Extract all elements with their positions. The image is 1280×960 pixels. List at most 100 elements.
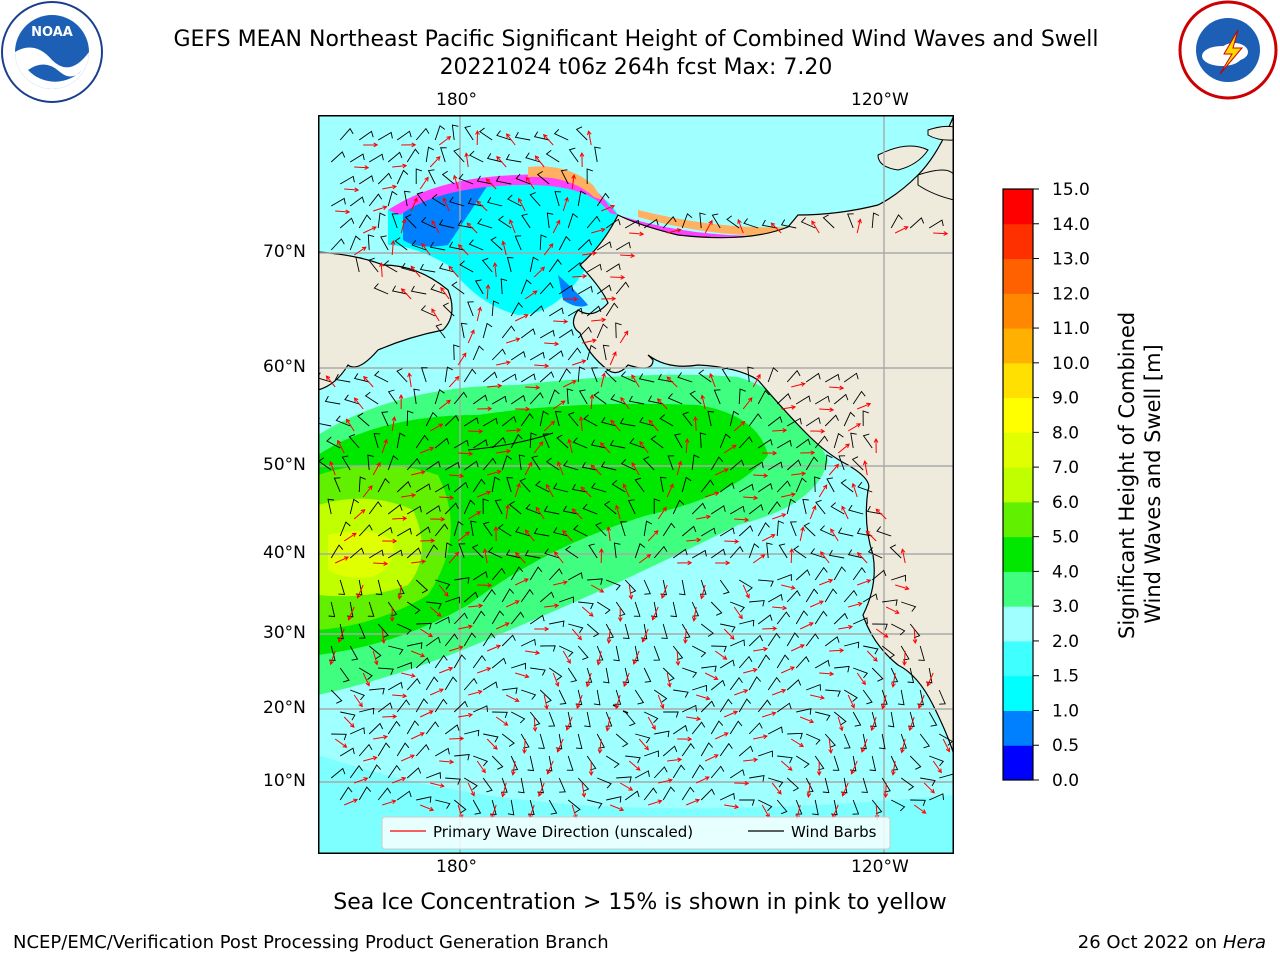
wind-barb [520, 328, 536, 339]
wave-arrow [565, 716, 573, 731]
wind-barb [692, 684, 707, 692]
wind-barb [358, 524, 373, 537]
wind-barb [350, 689, 365, 701]
wave-arrow [585, 672, 592, 688]
wave-arrow [382, 799, 397, 806]
wave-arrow [438, 135, 452, 146]
wave-arrow [429, 156, 441, 168]
wind-barb [416, 796, 432, 803]
wind-barb [542, 433, 550, 449]
wave-arrow [799, 526, 805, 542]
wind-barb [358, 130, 374, 141]
wind-barb [805, 633, 819, 647]
wind-barb [358, 476, 366, 493]
wave-arrow [601, 296, 617, 302]
wind-barb [529, 432, 537, 449]
wind-barb [358, 214, 372, 229]
wave-arrow [344, 187, 360, 193]
wind-barb [833, 393, 849, 405]
wind-barb [529, 192, 541, 207]
wave-arrow [606, 628, 612, 644]
wind-barb [830, 502, 845, 515]
wind-barb [440, 147, 447, 163]
wind-barb [719, 742, 733, 757]
wind-barb [415, 579, 429, 594]
wind-barb [429, 241, 446, 251]
wave-arrow [743, 667, 758, 674]
wind-barb [748, 722, 763, 735]
wind-barb [938, 733, 954, 746]
wave-arrow [851, 482, 858, 498]
wind-barb [373, 433, 381, 449]
wind-barb [531, 455, 541, 471]
wind-barb [491, 348, 506, 361]
wave-arrow [837, 443, 850, 454]
wind-barb [420, 367, 428, 383]
wave-arrow [557, 461, 564, 476]
wave-arrow [656, 398, 668, 410]
nws-logo [1178, 0, 1278, 100]
wind-barb [435, 323, 446, 339]
wave-arrow [883, 782, 889, 799]
wind-barb [812, 799, 819, 816]
wind-barb [609, 439, 626, 449]
wind-barb [661, 623, 668, 639]
wind-barb [795, 755, 810, 769]
wind-barb [377, 526, 393, 537]
wind-barb [445, 777, 461, 785]
legend: Primary Wave Direction (unscaled) Wind B… [381, 816, 891, 850]
wind-barb [787, 732, 803, 740]
wave-arrow [534, 626, 550, 632]
wind-barb [420, 216, 436, 229]
wind-barb [444, 633, 459, 647]
wind-barb [776, 611, 791, 625]
wave-arrow [501, 240, 507, 256]
wind-barb [900, 733, 907, 749]
wind-barb [527, 755, 535, 772]
colorbar-tick-label: 9.0 [1052, 389, 1079, 409]
wind-barb [566, 388, 574, 405]
wind-barb [795, 438, 811, 449]
wave-arrow [658, 778, 673, 784]
wind-barb [425, 676, 439, 691]
wind-barb [749, 775, 765, 782]
wind-barb [358, 623, 366, 639]
wind-barb [463, 591, 479, 603]
wind-barb [691, 549, 707, 559]
wave-arrow [819, 407, 835, 413]
wave-arrow [543, 420, 556, 432]
wave-arrow [753, 473, 769, 478]
wind-barb [591, 482, 607, 493]
wind-barb [415, 127, 430, 141]
wave-arrow [923, 782, 935, 794]
wind-barb [539, 234, 547, 251]
wind-barb [533, 527, 550, 537]
wave-arrow [431, 219, 440, 234]
wave-arrow [533, 266, 546, 278]
wind-barb [843, 589, 858, 603]
wind-barb [472, 655, 486, 669]
wind-barb [344, 394, 360, 405]
wind-barb [730, 601, 745, 613]
wave-arrow [862, 460, 868, 476]
wave-arrow [411, 559, 427, 565]
wave-arrow [401, 493, 417, 498]
wind-barb [518, 454, 526, 471]
wave-arrow [733, 606, 743, 620]
wind-barb [434, 523, 449, 537]
wave-arrow [457, 531, 470, 542]
wind-barb [757, 438, 773, 449]
wind-barb [425, 411, 438, 427]
wind-barb [426, 601, 442, 610]
wind-barb [434, 125, 446, 141]
wave-arrow [438, 399, 452, 410]
wind-barb [824, 454, 833, 471]
wave-arrow [799, 622, 814, 630]
wind-barb [738, 436, 753, 449]
wave-arrow [535, 506, 545, 520]
wind-barb [828, 549, 845, 559]
wave-arrow [496, 360, 511, 366]
wave-arrow [392, 516, 408, 521]
wind-barb [819, 525, 835, 537]
wind-barb [720, 792, 735, 801]
